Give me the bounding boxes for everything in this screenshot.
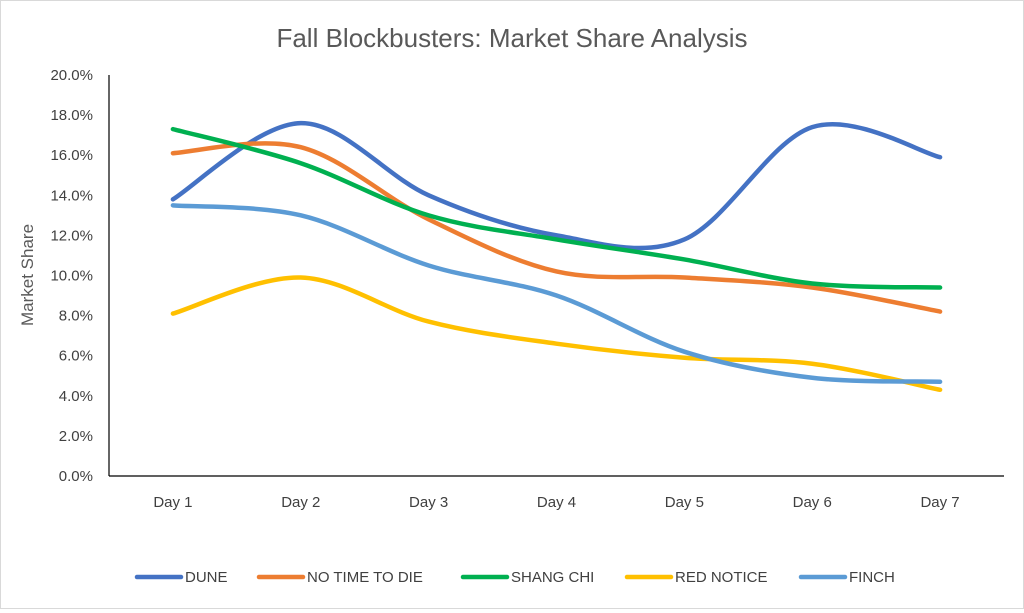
y-tick-label: 10.0%	[50, 268, 93, 285]
series-line-red-notice	[170, 275, 943, 393]
legend-item-dune: DUNE	[134, 569, 228, 586]
x-axis-ticks: Day 1 Day 2 Day 3 Day 4 Day 5 Day 6 Day 7	[153, 494, 959, 511]
y-tick-label: 12.0%	[50, 227, 93, 244]
x-tick-label: Day 7	[920, 494, 959, 511]
axes	[108, 75, 1004, 477]
legend-label: NO TIME TO DIE	[307, 569, 423, 586]
x-tick-label: Day 6	[793, 494, 832, 511]
chart-title: Fall Blockbusters: Market Share Analysis	[276, 23, 747, 53]
x-tick-label: Day 2	[281, 494, 320, 511]
legend-item-finch: FINCH	[798, 569, 895, 586]
y-axis-label: Market Share	[18, 224, 37, 326]
series-line-dune	[170, 120, 943, 251]
legend-label: DUNE	[185, 569, 228, 586]
y-tick-label: 0.0%	[59, 468, 93, 485]
series-line-shang-chi	[170, 126, 943, 290]
y-tick-label: 14.0%	[50, 187, 93, 204]
x-tick-label: Day 4	[537, 494, 576, 511]
y-tick-label: 4.0%	[59, 388, 93, 405]
x-tick-label: Day 5	[665, 494, 704, 511]
series-line-no-time-to-die	[170, 141, 943, 314]
y-tick-label: 16.0%	[50, 147, 93, 164]
legend-label: FINCH	[849, 569, 895, 586]
y-axis-ticks: 0.0% 2.0% 4.0% 6.0% 8.0% 10.0% 12.0% 14.0% 16.0%…	[50, 67, 93, 485]
legend-label: RED NOTICE	[675, 569, 768, 586]
x-tick-label: Day 1	[153, 494, 192, 511]
y-tick-label: 8.0%	[59, 308, 93, 325]
legend-item-shang-chi: SHANG CHI	[460, 569, 594, 586]
legend-item-no-time-to-die: NO TIME TO DIE	[256, 569, 423, 586]
y-tick-label: 2.0%	[59, 428, 93, 445]
series-lines	[170, 120, 943, 393]
legend-item-red-notice: RED NOTICE	[624, 569, 768, 586]
y-tick-label: 6.0%	[59, 348, 93, 365]
y-tick-label: 18.0%	[50, 107, 93, 124]
y-tick-label: 20.0%	[50, 67, 93, 84]
legend-label: SHANG CHI	[511, 569, 594, 586]
legend: DUNE NO TIME TO DIE SHANG CHI RED NOTICE FIN…	[134, 569, 895, 586]
x-tick-label: Day 3	[409, 494, 448, 511]
series-line-finch	[170, 203, 943, 385]
